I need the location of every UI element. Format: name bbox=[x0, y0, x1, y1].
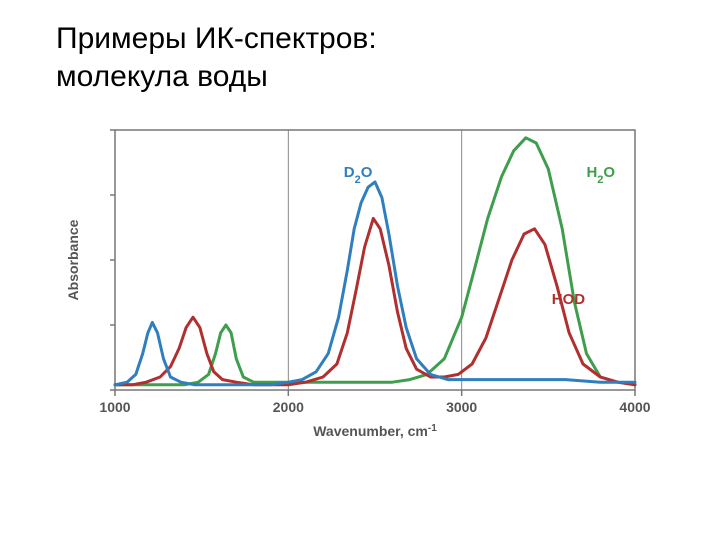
svg-text:Wavenumber, cm-1: Wavenumber, cm-1 bbox=[313, 423, 437, 440]
svg-text:3000: 3000 bbox=[446, 399, 477, 415]
svg-text:1000: 1000 bbox=[99, 399, 130, 415]
svg-text:2000: 2000 bbox=[273, 399, 304, 415]
svg-text:4000: 4000 bbox=[619, 399, 650, 415]
title-line-2: молекула воды bbox=[56, 60, 268, 93]
slide: Примеры ИК-спектров: молекула воды 1000 2… bbox=[0, 0, 720, 540]
series-label-HOD: HOD bbox=[552, 291, 586, 308]
svg-text:Absorbance: Absorbance bbox=[65, 219, 81, 300]
slide-title: Примеры ИК-спектров: молекула воды bbox=[56, 20, 377, 95]
title-line-1: Примеры ИК-спектров: bbox=[56, 22, 377, 55]
ir-spectrum-chart: 1000 2000 3000 4000 Wavenumber, cm-1 Absorban… bbox=[60, 120, 660, 460]
